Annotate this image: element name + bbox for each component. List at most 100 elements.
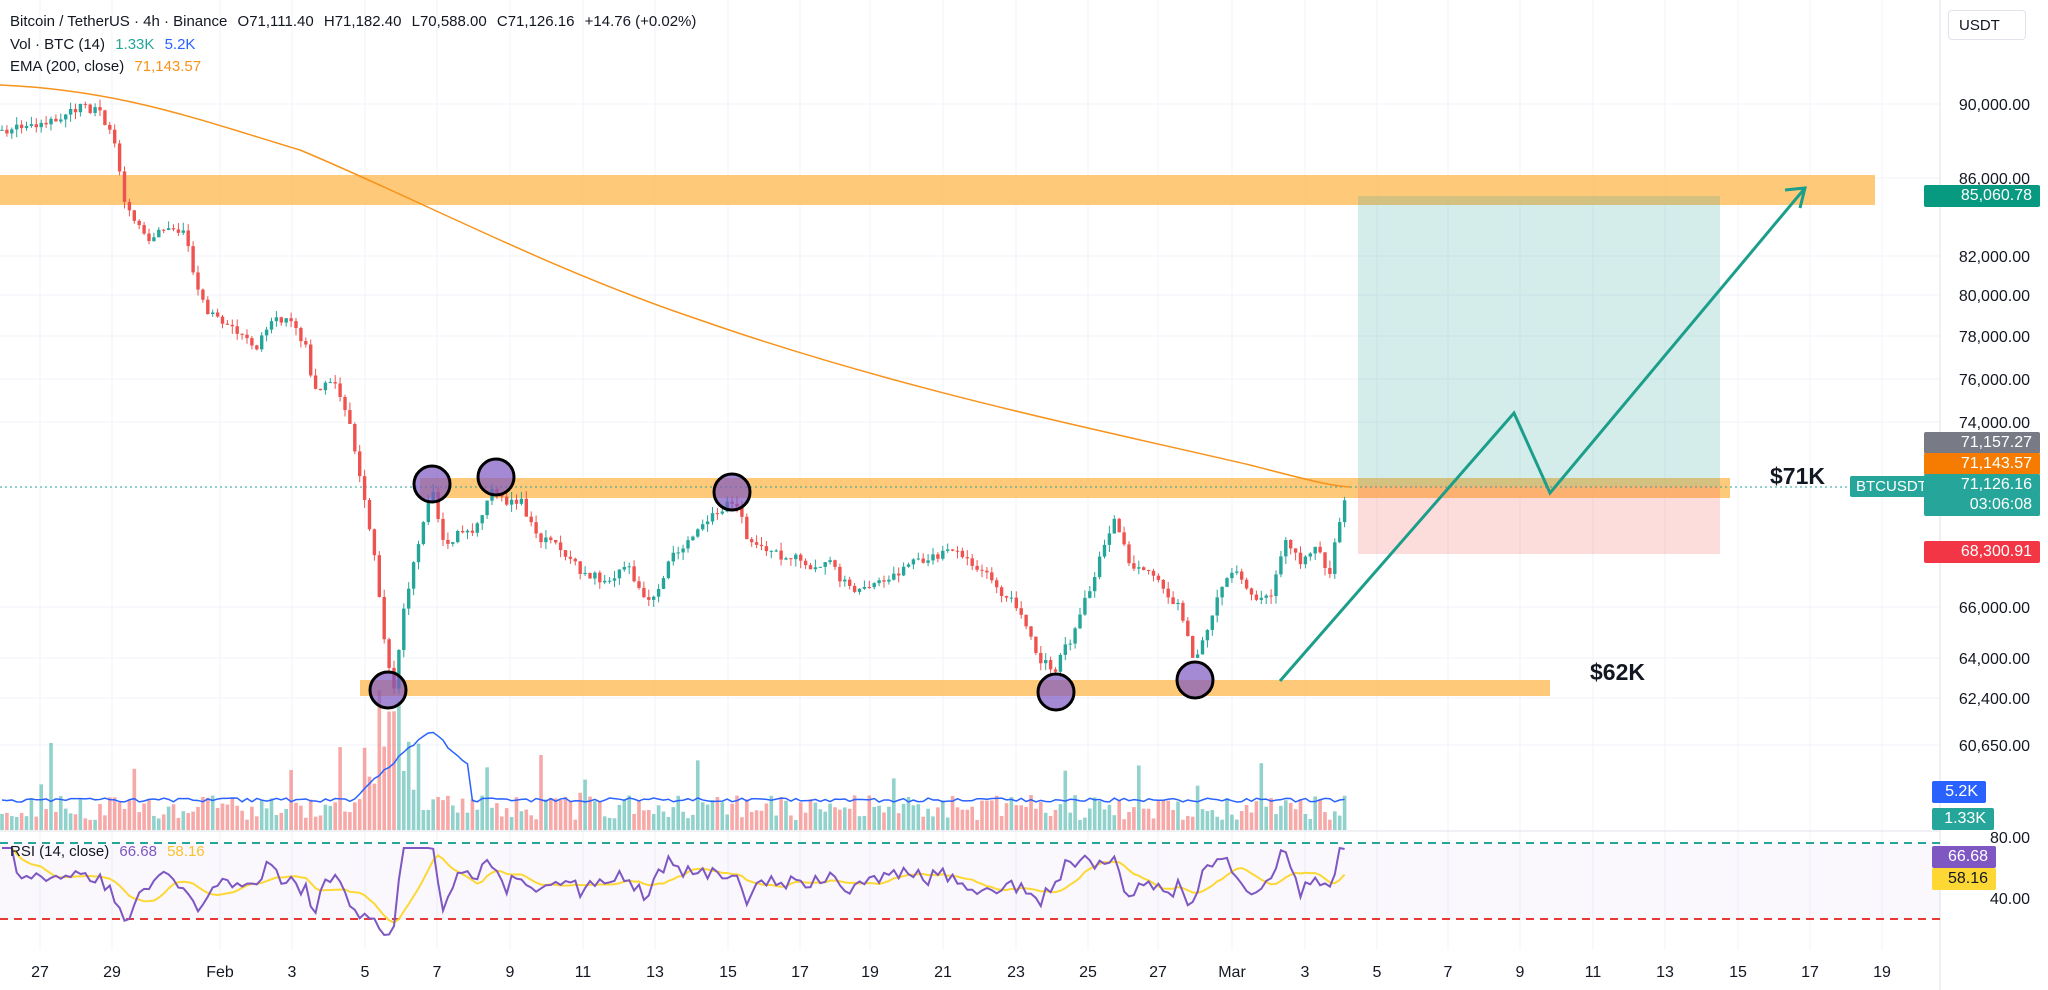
volume-bar (1166, 800, 1170, 830)
volume-bar (1122, 819, 1126, 830)
volume-bar (818, 809, 823, 830)
volume-bar (460, 798, 465, 830)
volume-legend[interactable]: Vol · BTC (14) 1.33K 5.2K (10, 36, 201, 53)
volume-bar (838, 809, 842, 830)
candle-body (931, 554, 935, 561)
touch-marker (1036, 672, 1076, 712)
date-axis-label: 7 (1444, 964, 1453, 981)
volume-bar (568, 801, 573, 830)
candle-body (715, 513, 720, 515)
volume-ma-tag: 5.2K (1932, 781, 1986, 803)
volume-bar (78, 799, 83, 830)
volume-bar (999, 816, 1004, 830)
volume-bar (1244, 804, 1249, 830)
rsi-ma-value: 58.16 (167, 843, 205, 860)
support-label: $62K (1590, 659, 1645, 685)
price-axis-label: 66,000.00 (1959, 600, 2030, 617)
candle-body (813, 567, 818, 570)
resistance-zone-upper (0, 175, 1875, 205)
rsi-axis[interactable]: 80.00 40.00 (1990, 830, 2030, 908)
candle-body (803, 560, 808, 566)
volume-bar (509, 817, 514, 830)
volume-bar (720, 802, 725, 830)
candle-body (309, 344, 313, 376)
volume-bar (191, 811, 195, 830)
volume-bar (1274, 814, 1278, 830)
candle-body (460, 530, 465, 533)
volume-bar (882, 812, 886, 830)
volume-bar (421, 810, 426, 830)
candle-body (681, 548, 685, 553)
candlesticks (0, 99, 1347, 695)
volume-bar (372, 783, 377, 830)
candle-body (377, 555, 381, 597)
volume-value: 1.33K (115, 36, 155, 53)
price-axis-label: 62,400.00 (1959, 691, 2030, 708)
volume-bar (514, 797, 519, 830)
volume-bar (294, 802, 298, 830)
candle-body (549, 537, 553, 540)
volume-bar (176, 817, 181, 830)
volume-bar (1328, 819, 1332, 830)
price-axis[interactable]: 90,000.00 86,000.00 82,000.00 80,000.00 78,0… (1959, 97, 2030, 755)
volume-bar (862, 815, 867, 830)
candle-body (1009, 597, 1014, 599)
volume-bar (29, 797, 34, 830)
candle-body (999, 587, 1004, 597)
candle-body (1191, 635, 1195, 658)
volume-bar (1078, 819, 1082, 830)
price-axis-label: 60,650.00 (1959, 738, 2030, 755)
candle-body (201, 289, 205, 300)
candle-body (857, 588, 862, 592)
ema-legend[interactable]: EMA (200, close) 71,143.57 (10, 58, 207, 75)
candle-body (1151, 570, 1156, 576)
volume-bar (426, 809, 431, 830)
volume-bar (700, 802, 705, 830)
candle-body (892, 573, 896, 580)
candle-body (838, 566, 842, 582)
volume-bar (225, 804, 230, 830)
candle-body (1053, 669, 1058, 672)
candle-body (1342, 500, 1347, 523)
volume-bar (558, 799, 563, 830)
candle-body (955, 550, 960, 552)
volume-bar (1254, 801, 1259, 830)
candle-body (186, 230, 190, 247)
symbol-title[interactable]: Bitcoin / TetherUS · 4h · Binance (10, 13, 228, 30)
rsi-value: 66.68 (119, 843, 157, 860)
rsi-legend[interactable]: RSI (14, close) 66.68 58.16 (10, 843, 211, 860)
volume-bar (245, 819, 249, 830)
candle-body (960, 550, 965, 558)
volume-bar (892, 778, 896, 830)
volume-bar (936, 807, 940, 830)
volume-bar (955, 807, 960, 830)
volume-bar (877, 805, 881, 830)
volume-bar (1127, 811, 1131, 830)
price-axis-label: 64,000.00 (1959, 651, 2030, 668)
candle-body (612, 578, 617, 581)
volume-bar (1181, 819, 1185, 830)
candle-body (362, 476, 367, 500)
candle-body (24, 126, 29, 129)
volume-bar (990, 800, 994, 830)
candle-body (573, 558, 577, 562)
currency-button[interactable]: USDT (1948, 10, 2026, 40)
time-axis[interactable]: 27 29 Feb 3 5 7 9 11 13 15 17 19 21 23 25 27 Mar 3 5 7 9 11 13… (31, 964, 1891, 981)
candle-body (284, 318, 288, 323)
volume-bar (411, 789, 416, 830)
volume-bar (451, 805, 455, 830)
volume-bar (975, 819, 979, 830)
candle-body (921, 558, 925, 563)
candle-body (862, 586, 867, 589)
volume-bar (470, 799, 475, 830)
volume-bar (299, 805, 303, 830)
date-axis-label: 19 (1873, 964, 1891, 981)
volume-bar (965, 809, 970, 830)
candle-body (598, 572, 602, 583)
volume-bar (696, 760, 700, 830)
candle-body (1205, 629, 1210, 641)
candle-body (1318, 546, 1322, 553)
candle-body (1166, 588, 1170, 598)
volume-bar (857, 816, 862, 830)
